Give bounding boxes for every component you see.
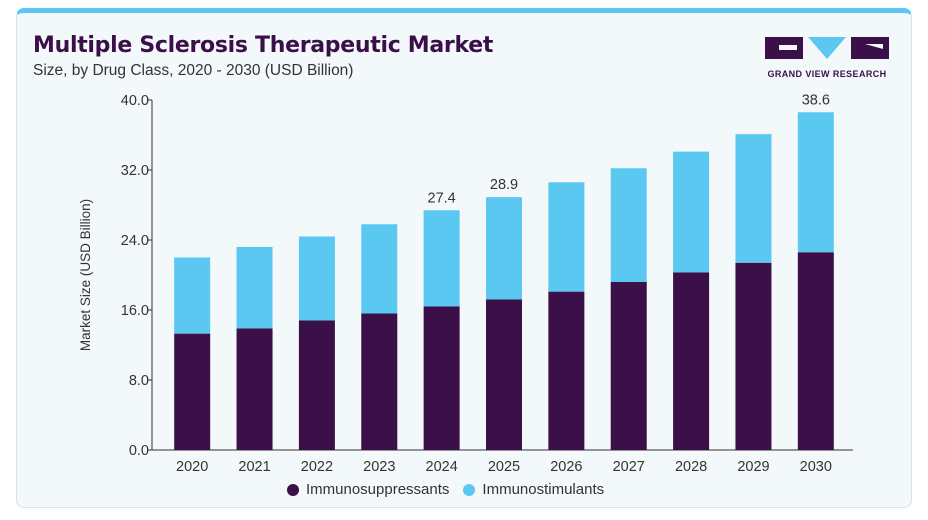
- bar-immunostimulants-2021: [236, 247, 273, 329]
- bar-immunosuppressants-2024: [423, 306, 460, 450]
- bar-immunostimulants-2029: [735, 134, 772, 263]
- x-tick-label: 2027: [613, 459, 645, 475]
- bar-immunostimulants-2026: [548, 182, 585, 292]
- bar-immunostimulants-2028: [673, 151, 710, 273]
- y-axis-title: Market Size (USD Billion): [78, 199, 93, 351]
- y-tick-label: 8.0: [129, 373, 149, 389]
- bar-immunosuppressants-2020: [174, 333, 211, 450]
- bar-immunostimulants-2025: [486, 197, 522, 300]
- y-tick-label: 0.0: [129, 443, 149, 459]
- x-tick-label: 2030: [800, 459, 832, 475]
- grand-view-research-logo: GRAND VIEW RESEARCH: [765, 35, 905, 81]
- stacked-bar-chart: 0.0 8.0 16.0 24.0 32.0 40.0 Market Size (USD B…: [78, 92, 853, 475]
- bar-immunosuppressants-2021: [236, 328, 273, 450]
- bar-immunosuppressants-2023: [361, 313, 398, 450]
- legend-item-immunosuppressants: Immunosuppressants: [287, 481, 449, 498]
- bar-immunosuppressants-2025: [486, 299, 522, 450]
- data-label-2025: 28.9: [490, 177, 518, 193]
- y-tick-label: 16.0: [121, 303, 149, 319]
- bar-immunostimulants-2030: [797, 112, 834, 253]
- x-tick-label: 2020: [176, 459, 208, 475]
- x-tick-label: 2028: [675, 459, 707, 475]
- bar-immunosuppressants-2030: [797, 252, 834, 450]
- y-tick-label: 24.0: [121, 233, 149, 249]
- bar-immunostimulants-2024: [423, 210, 460, 307]
- bar-immunosuppressants-2022: [298, 320, 335, 450]
- legend-item-immunostimulants: Immunostimulants: [463, 481, 604, 498]
- data-label-2024: 27.4: [428, 190, 456, 206]
- x-tick-label: 2029: [737, 459, 769, 475]
- data-label-2030: 38.6: [802, 92, 830, 108]
- legend-label-immunostimulants: Immunostimulants: [482, 481, 605, 498]
- bar-immunostimulants-2027: [610, 168, 647, 282]
- bar-immunostimulants-2023: [361, 224, 398, 314]
- legend-swatch-immunosuppressants: [287, 483, 299, 496]
- bar-immunostimulants-2022: [298, 236, 335, 321]
- bar-immunosuppressants-2028: [673, 272, 710, 450]
- brand-name: GRAND VIEW RESEARCH: [767, 69, 887, 79]
- chart-title: Multiple Sclerosis Therapeutic Market: [33, 33, 494, 58]
- chart-subtitle: Size, by Drug Class, 2020 - 2030 (USD Bi…: [33, 62, 354, 79]
- legend-swatch-immunostimulants: [463, 483, 476, 496]
- legend-label-immunosuppressants: Immunosuppressants: [306, 481, 450, 498]
- x-tick-label: 2021: [238, 459, 270, 475]
- bar-immunosuppressants-2027: [610, 282, 647, 450]
- bar-immunostimulants-2020: [174, 257, 211, 334]
- x-tick-label: 2022: [301, 459, 333, 475]
- y-tick-label: 32.0: [121, 163, 149, 179]
- logo-mark-icon: [765, 37, 889, 59]
- x-tick-label: 2026: [550, 459, 582, 475]
- chart-card: Multiple Sclerosis Therapeutic Market Si…: [16, 8, 912, 508]
- x-tick-label: 2025: [488, 459, 520, 475]
- x-tick-label: 2024: [426, 459, 458, 475]
- x-tick-label: 2023: [363, 459, 395, 475]
- chart-legend: Immunosuppressants Immunostimulants: [287, 481, 618, 498]
- y-tick-label: 40.0: [121, 93, 149, 109]
- bar-immunosuppressants-2026: [548, 291, 585, 450]
- bar-immunosuppressants-2029: [735, 262, 772, 450]
